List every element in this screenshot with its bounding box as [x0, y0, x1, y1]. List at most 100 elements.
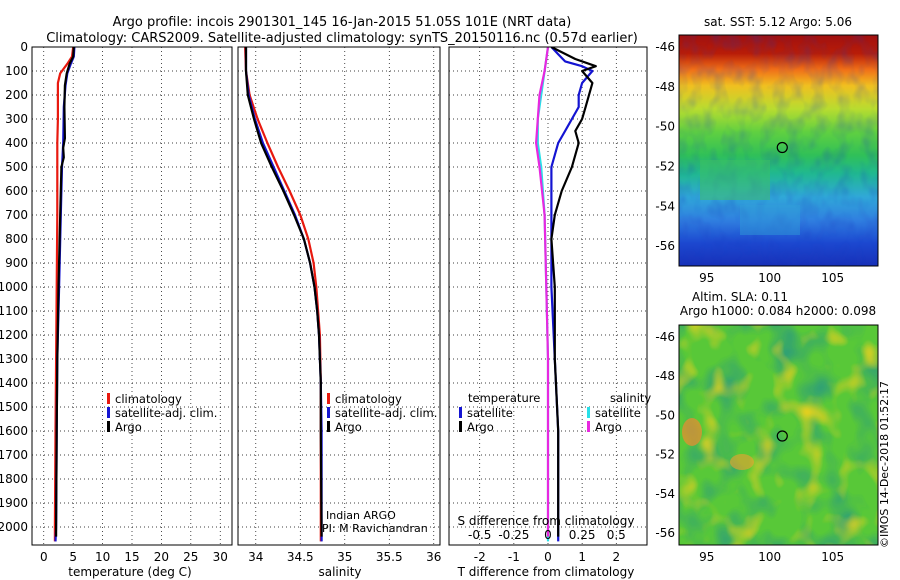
- temperature-x-label: temperature (deg C): [68, 565, 191, 579]
- x-tick-label: 34.5: [287, 550, 314, 564]
- difference-panel: -2 -1 0 1 2 -0.5 -0.25 0 0.25 0.5 S difference f…: [448, 46, 651, 579]
- sst-map-title: sat. SST: 5.12 Argo: 5.06: [704, 15, 852, 29]
- x-tick-label: 0: [544, 550, 552, 564]
- y-tick-label: 1100: [0, 304, 28, 318]
- y-tick-label: 0: [20, 40, 28, 54]
- y-tick-label: 1900: [0, 496, 28, 510]
- legend-satellite-adj: satellite-adj. clim.: [335, 406, 437, 420]
- float-location-marker: [776, 141, 788, 154]
- series-line: [244, 47, 323, 537]
- x-tick-label-s: -0.5: [468, 528, 491, 542]
- sla-map: Altim. SLA: 0.11 Argo h1000: 0.084 h2000…: [655, 290, 879, 564]
- y-tick-label: 800: [5, 232, 28, 246]
- y-tick-label: 500: [5, 160, 28, 174]
- difference-grid: [449, 46, 647, 545]
- map-lat-label: -54: [655, 199, 675, 213]
- legend-t-argo: Argo: [467, 420, 494, 434]
- legend-temperature-header: temperature: [468, 391, 540, 405]
- x-tick-label: 15: [124, 550, 139, 564]
- legend-swatch-climatology: [107, 393, 110, 404]
- pressure-axis-ticks: 0 100 200 300 400 500 600 700 800 900 1000 1100 1200…: [0, 40, 28, 534]
- map-lat-label: -50: [655, 408, 675, 422]
- map-lat-label: -48: [655, 369, 675, 383]
- sla-anomaly: [682, 418, 702, 446]
- map-lat-label: -56: [655, 526, 675, 540]
- temperature-legend: climatology satellite-adj. clim. Argo: [107, 392, 217, 434]
- x-tick-label: 36: [426, 550, 441, 564]
- salinity-frame: [237, 46, 441, 546]
- y-tick-label: 1200: [0, 328, 28, 342]
- salinity-x-ticks: 34 34.5 35 35.5 36: [248, 550, 441, 564]
- series-line: [550, 47, 597, 537]
- map-lat-label: -48: [655, 80, 675, 94]
- salinity-x-label: salinity: [318, 565, 361, 579]
- y-tick-label: 1500: [0, 400, 28, 414]
- map-lat-label: -56: [655, 239, 675, 253]
- figure-title-line2: Climatology: CARS2009. Satellite-adjuste…: [46, 31, 638, 46]
- salinity-legend: climatology satellite-adj. clim. Argo: [327, 392, 437, 434]
- sla-lat-ticks: -46 -48 -50 -52 -54 -56: [655, 330, 675, 540]
- y-tick-label: 200: [5, 88, 28, 102]
- sst-lat-ticks: -46 -48 -50 -52 -54 -56: [655, 40, 675, 253]
- map-lon-label: 100: [758, 271, 781, 285]
- map-lat-label: -54: [655, 487, 675, 501]
- temperature-frame: [31, 46, 233, 546]
- temperature-x-ticks: 0 5 10 15 20 25 30: [40, 550, 228, 564]
- x-tick-label: 30: [213, 550, 228, 564]
- y-tick-label: 400: [5, 136, 28, 150]
- x-tick-label: 0: [40, 550, 48, 564]
- salinity-grid: [238, 46, 440, 545]
- x-tick-label-s: 0: [544, 528, 552, 542]
- legend-satellite-adj: satellite-adj. clim.: [115, 406, 217, 420]
- x-tick-label: 10: [95, 550, 110, 564]
- sla-lon-ticks: 95 100 105: [699, 550, 844, 564]
- difference-legend: temperature satellite Argo salinity sate…: [459, 391, 651, 434]
- x-tick-label: 25: [183, 550, 198, 564]
- difference-x-ticks-T: -2 -1 0 1 2: [474, 550, 620, 564]
- y-tick-label: 100: [5, 64, 28, 78]
- map-lat-label: -46: [655, 40, 675, 54]
- map-lat-label: -52: [655, 448, 675, 462]
- legend-climatology: climatology: [335, 392, 402, 406]
- map-lon-label: 95: [699, 271, 714, 285]
- legend-swatch-argo: [327, 421, 330, 432]
- legend-argo: Argo: [115, 420, 142, 434]
- y-tick-label: 1600: [0, 424, 28, 438]
- y-tick-label: 600: [5, 184, 28, 198]
- map-lat-label: -52: [655, 159, 675, 173]
- sst-map-frame: [678, 34, 879, 267]
- sla-anomaly: [730, 454, 754, 470]
- x-tick-label: 34: [248, 550, 263, 564]
- x-tick-label: -2: [474, 550, 486, 564]
- sla-title-line2: Argo h1000: 0.084 h2000: 0.098: [680, 304, 876, 318]
- sla-texture-high: [679, 325, 878, 545]
- legend-s-argo: Argo: [595, 420, 622, 434]
- y-tick-label: 1300: [0, 352, 28, 366]
- y-tick-label: 1000: [0, 280, 28, 294]
- y-tick-label: 1700: [0, 448, 28, 462]
- map-lon-label: 105: [821, 550, 844, 564]
- legend-s-satellite: satellite: [595, 406, 641, 420]
- legend-swatch-satellite: [107, 407, 110, 418]
- figure-title-line1: Argo profile: incois 2901301_145 16-Jan-…: [113, 15, 572, 30]
- sst-lon-ticks: 95 100 105: [699, 271, 844, 285]
- x-tick-label: 35.5: [376, 550, 403, 564]
- s-difference-label: S difference from climatology: [458, 514, 635, 528]
- sla-map-frame: [678, 324, 879, 546]
- series-line: [53, 47, 75, 542]
- temperature-series: [53, 47, 76, 542]
- x-tick-label: -1: [508, 550, 520, 564]
- map-lon-label: 95: [699, 550, 714, 564]
- series-line: [535, 47, 550, 537]
- temperature-panel: 0 5 10 15 20 25 30 temperature (deg C) climato…: [31, 46, 233, 579]
- y-tick-label: 1400: [0, 376, 28, 390]
- y-tick-label: 1800: [0, 472, 28, 486]
- temperature-grid: [32, 46, 232, 545]
- legend-climatology: climatology: [115, 392, 182, 406]
- sst-map: sat. SST: 5.12 Argo: 5.06 -46 -48 -50 -52 -5…: [655, 15, 879, 285]
- credit-line2: PI: M Ravichandran: [322, 522, 428, 535]
- map-lat-label: -46: [655, 330, 675, 344]
- sst-patch: [740, 205, 800, 235]
- credit-line1: Indian ARGO: [326, 509, 396, 522]
- x-tick-label-s: 0.5: [607, 528, 626, 542]
